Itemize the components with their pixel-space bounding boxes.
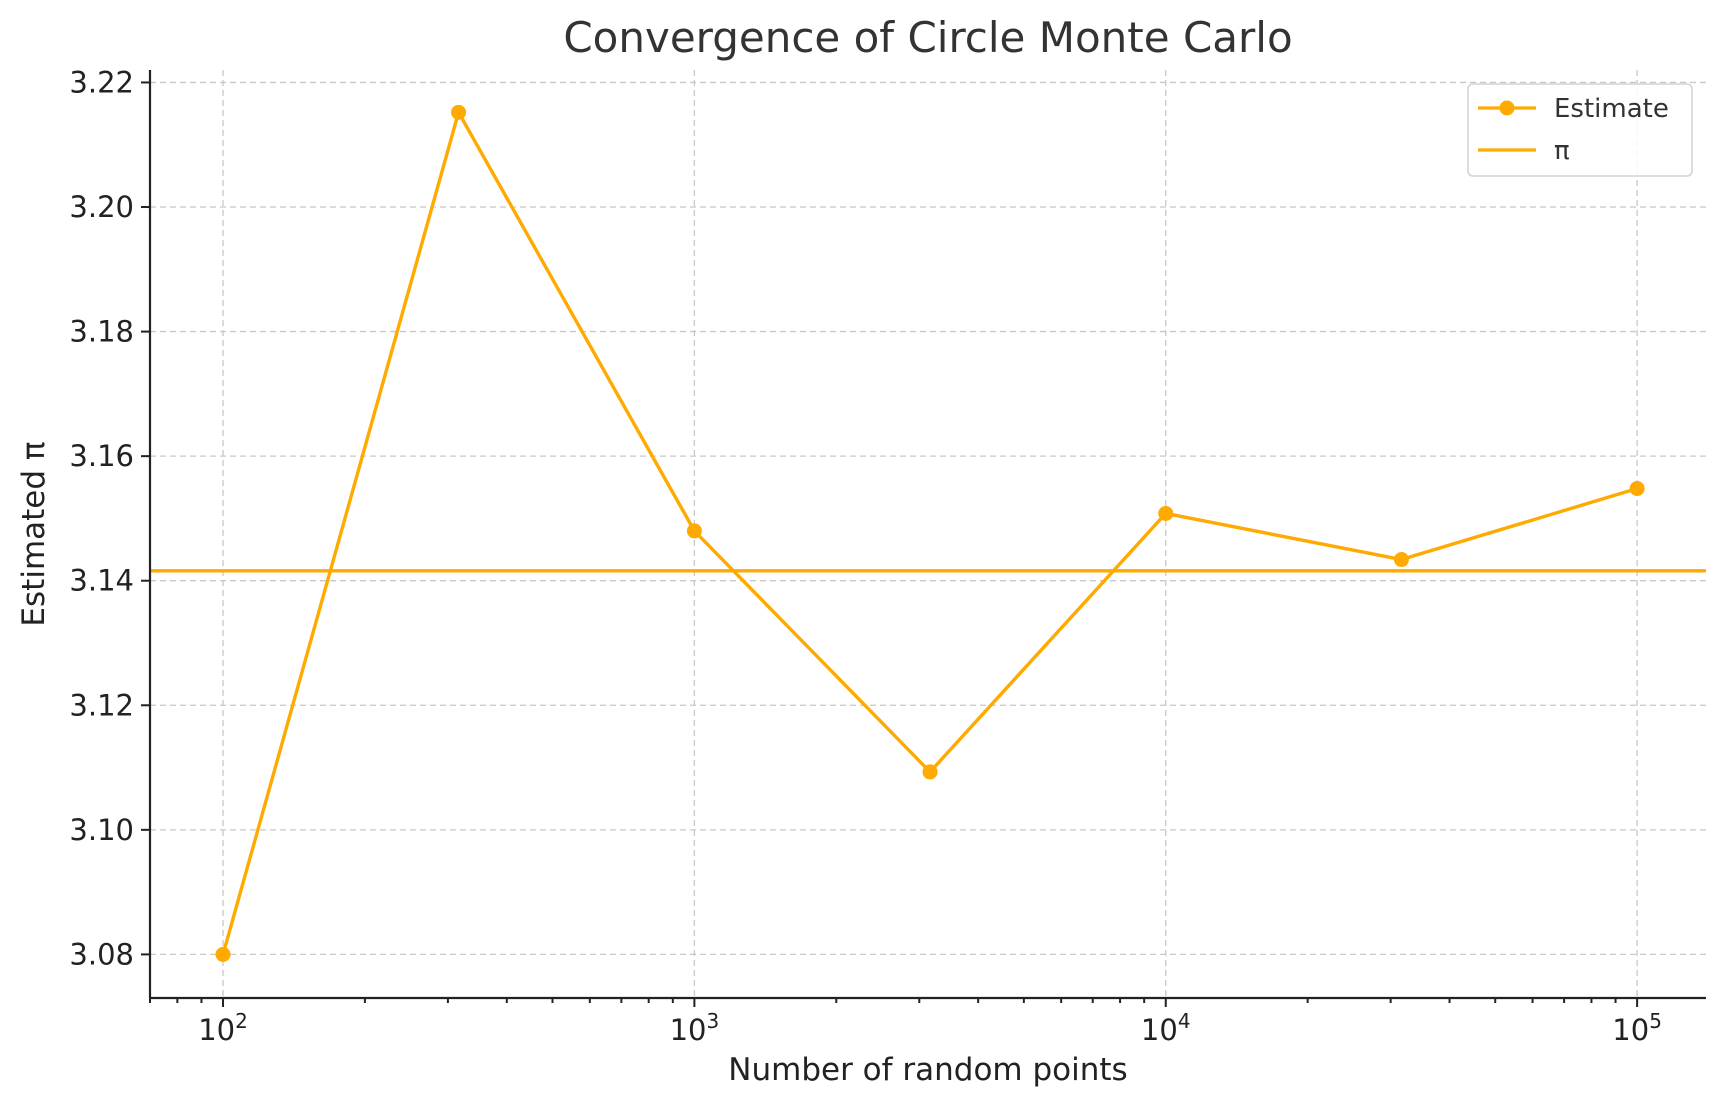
- y-axis-label: Estimated π: [16, 441, 52, 626]
- y-tick-label: 3.18: [69, 315, 134, 349]
- estimate-data-point: [1629, 481, 1645, 497]
- estimate-series-line: [221, 110, 1638, 955]
- axes-spines: [148, 70, 1706, 1000]
- estimate-data-point: [1158, 505, 1174, 521]
- y-axis-ticks: 3.08 3.10 3.12 3.14 3.16 3.18 3.20 3.22: [69, 65, 150, 971]
- series-layer: [215, 104, 1645, 962]
- x-tick-label: 105: [1612, 1009, 1662, 1047]
- estimate-data-point: [922, 764, 938, 780]
- y-tick-label: 3.22: [69, 65, 134, 99]
- legend-estimate-marker: [1499, 100, 1515, 116]
- x-tick-label: 104: [1141, 1009, 1191, 1047]
- estimate-data-point: [686, 523, 702, 539]
- x-axis-label: Number of random points: [728, 1052, 1127, 1088]
- y-tick-label: 3.16: [69, 439, 134, 473]
- y-tick-label: 3.12: [69, 688, 134, 722]
- y-tick-label: 3.14: [69, 564, 134, 598]
- legend: Estimate π: [1467, 83, 1693, 177]
- grid: [150, 70, 1706, 998]
- estimate-data-point: [215, 946, 231, 962]
- x-axis-ticks: 102 103 104 105: [149, 998, 1662, 1047]
- estimate-data-point: [1393, 552, 1409, 568]
- y-tick-label: 3.08: [69, 937, 134, 971]
- legend-estimate-label: Estimate: [1554, 94, 1669, 124]
- legend-pi-label: π: [1554, 136, 1570, 166]
- x-tick-label: 103: [670, 1009, 720, 1047]
- x-tick-label: 102: [198, 1009, 248, 1047]
- y-tick-label: 3.20: [69, 190, 134, 224]
- y-tick-label: 3.10: [69, 813, 134, 847]
- estimate-data-point: [451, 104, 467, 120]
- chart-title: Convergence of Circle Monte Carlo: [563, 13, 1292, 62]
